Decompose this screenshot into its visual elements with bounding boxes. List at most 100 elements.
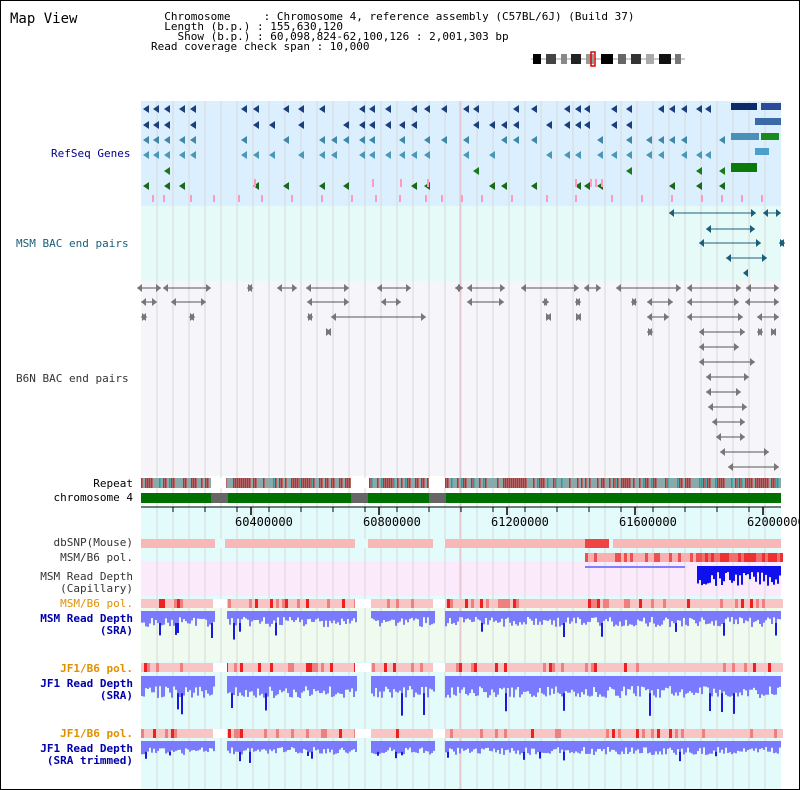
pol-mark — [612, 599, 615, 608]
repeat-mark — [521, 478, 523, 488]
track-label-msm-b6-pol-1[interactable]: MSM/B6 pol. — [60, 551, 133, 564]
pol-mark — [558, 663, 561, 672]
pol-mark — [207, 663, 210, 672]
pol-mark — [291, 729, 294, 738]
pol-mark — [780, 663, 783, 672]
repeat-mark — [765, 478, 767, 488]
pol-mark — [636, 599, 639, 608]
pol-mark — [669, 729, 672, 738]
pol-mark — [444, 599, 447, 608]
pol-mark — [342, 729, 345, 738]
pol-mark — [735, 663, 738, 672]
repeat-mark — [603, 478, 605, 488]
track-label-msm-bac[interactable]: MSM BAC end pairs — [16, 237, 129, 250]
depth-bar — [521, 741, 523, 754]
depth-bar — [545, 611, 547, 621]
repeat-mark — [737, 478, 739, 488]
pol-mark — [147, 663, 150, 672]
depth-bar — [227, 676, 229, 694]
repeat-mark — [687, 478, 689, 488]
pol-mark — [285, 663, 288, 672]
track-label-jf1-read-depth-trim[interactable]: JF1 Read Depth (SRA trimmed) — [40, 742, 133, 767]
gene-tick — [425, 195, 427, 202]
pol-mark — [465, 599, 468, 608]
gene-tick — [511, 195, 513, 202]
depth-bar — [289, 611, 291, 618]
gene-arrow — [646, 151, 652, 159]
gene-arrow — [190, 151, 196, 159]
depth-bar — [193, 741, 195, 751]
repeat-mark — [717, 478, 719, 488]
depth-bar — [463, 611, 465, 623]
depth-bar — [409, 611, 411, 619]
gene-arrow — [584, 105, 590, 113]
depth-bar — [713, 611, 715, 626]
bac-end — [576, 313, 581, 321]
track-label-jf1-b6-pol-1[interactable]: JF1/B6 pol. — [60, 662, 133, 675]
track-label-chromosome[interactable]: chromosome 4 — [53, 491, 133, 504]
track-label-refseq-genes[interactable]: RefSeq Genes — [51, 147, 131, 160]
depth-bar — [341, 741, 343, 748]
depth-bar — [541, 676, 543, 694]
gene-arrow — [143, 136, 149, 144]
pol-mark — [645, 663, 648, 672]
repeat-mark — [589, 478, 591, 488]
track-label-repeat[interactable]: Repeat — [93, 477, 133, 490]
pol-gap — [355, 729, 371, 738]
depth-bar — [749, 741, 751, 750]
depth-bar — [519, 611, 521, 623]
depth-bar — [307, 741, 309, 756]
depth-bar — [651, 741, 653, 755]
depth-bar — [671, 741, 673, 750]
track-label-b6n-bac[interactable]: B6N BAC end pairs — [16, 372, 129, 385]
depth-bar — [731, 741, 733, 755]
gene-arrow — [359, 105, 365, 113]
depth-bar — [331, 741, 333, 750]
repeat-mark — [677, 478, 679, 488]
track-label-jf1-read-depth-sra[interactable]: JF1 Read Depth (SRA) — [40, 677, 133, 702]
gene-tick — [595, 179, 597, 187]
pol-mark — [198, 729, 201, 738]
depth-bar — [701, 611, 703, 618]
depth-bar — [481, 611, 483, 632]
gene-tick — [291, 195, 293, 202]
track-label-msm-b6-pol-2[interactable]: MSM/B6 pol. — [60, 597, 133, 610]
pol-mark — [462, 729, 465, 738]
gene-arrow — [424, 105, 430, 113]
track-label-msm-read-depth-sra[interactable]: MSM Read Depth (SRA) — [40, 612, 133, 637]
depth-bar — [719, 676, 721, 690]
pol-mark — [663, 553, 666, 562]
pol-mark — [174, 663, 177, 672]
repeat-mark — [263, 478, 265, 488]
pol-mark — [654, 663, 657, 672]
depth-bar — [503, 741, 505, 755]
pol-mark — [327, 663, 330, 672]
pol-mark — [684, 663, 687, 672]
depth-bar — [703, 611, 705, 620]
track-label-dbsnp[interactable]: dbSNP(Mouse) — [53, 536, 133, 549]
repeat-mark — [723, 478, 725, 488]
depth-bar — [207, 611, 209, 627]
pol-mark — [264, 663, 267, 672]
repeat-mark — [609, 478, 611, 488]
depth-bar — [735, 676, 737, 693]
pol-mark — [297, 599, 300, 608]
bac-end — [308, 313, 313, 321]
repeat-mark — [653, 478, 655, 488]
depth-bar — [327, 676, 329, 694]
pol-mark — [162, 729, 165, 738]
gene-tick — [321, 195, 323, 202]
depth-bar — [497, 676, 499, 695]
pol-mark — [246, 599, 249, 608]
depth-bar — [247, 676, 249, 697]
pol-mark — [474, 599, 477, 608]
repeat-mark — [339, 478, 341, 488]
depth-bar — [597, 611, 599, 623]
track-label-jf1-b6-pol-2[interactable]: JF1/B6 pol. — [60, 727, 133, 740]
track-label-msm-read-depth-cap[interactable]: MSM Read Depth (Capillary) — [40, 570, 133, 595]
depth-bar — [757, 741, 759, 753]
pol-mark — [492, 663, 495, 672]
depth-bar — [743, 611, 745, 624]
pol-mark — [753, 663, 756, 672]
